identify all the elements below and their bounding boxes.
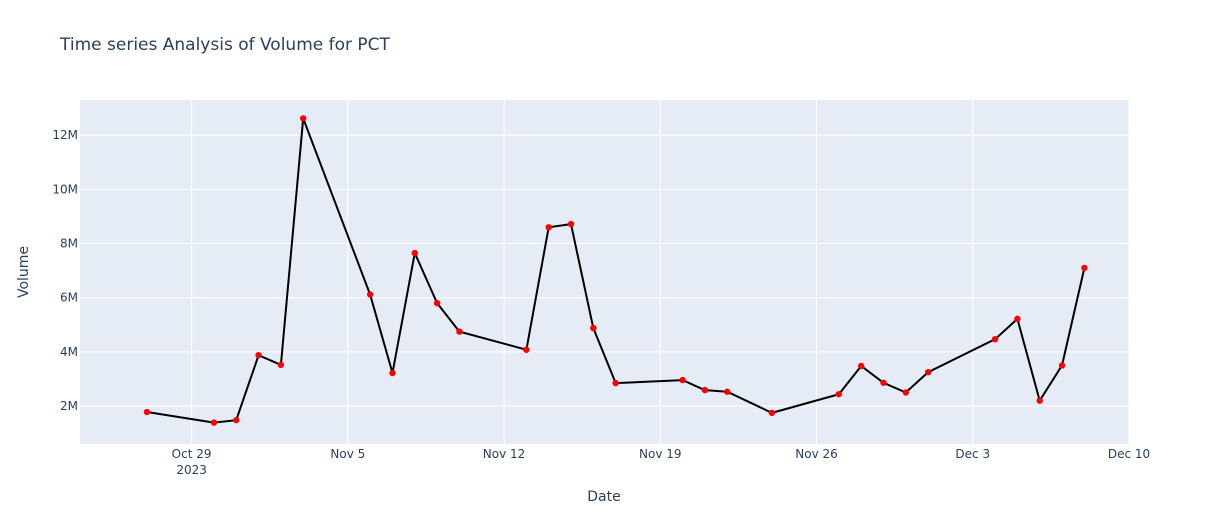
data-point[interactable] <box>701 386 709 394</box>
data-point[interactable] <box>612 379 619 387</box>
data-point[interactable] <box>924 369 932 376</box>
x-tick-label: Nov 5 <box>330 447 365 461</box>
data-point[interactable] <box>590 324 597 332</box>
x-tick-label: Dec 10 <box>1108 447 1150 461</box>
plot-area <box>80 100 1129 444</box>
x-tick-label: Dec 3 <box>955 447 990 461</box>
x-tick-label: Nov 26 <box>795 447 838 461</box>
data-point[interactable] <box>835 390 843 398</box>
data-point[interactable] <box>724 388 731 395</box>
volume-line <box>146 118 1086 424</box>
grid-lines <box>80 100 1130 444</box>
data-point[interactable] <box>277 361 285 369</box>
data-point[interactable] <box>299 115 307 122</box>
data-point[interactable] <box>210 419 218 426</box>
y-tick-label: 2M <box>60 399 78 413</box>
data-point[interactable] <box>523 346 530 353</box>
data-point[interactable] <box>857 362 865 370</box>
y-axis-ticks: 2M 4M 6M 8M 10M 12M <box>52 128 78 413</box>
y-axis-title: Volume <box>16 246 32 298</box>
data-point[interactable] <box>902 389 910 396</box>
y-tick-label: 8M <box>60 237 78 251</box>
data-point[interactable] <box>143 408 151 416</box>
y-tick-label: 10M <box>52 182 78 196</box>
x-axis-ticks: Oct 29 2023 Nov 5 Nov 12 Nov 19 Nov 26 Dec 3 De… <box>172 447 1150 477</box>
data-point[interactable] <box>679 376 686 384</box>
data-point[interactable] <box>456 328 463 335</box>
x-tick-year-label: 2023 <box>176 463 207 477</box>
data-point[interactable] <box>1081 264 1088 272</box>
data-point[interactable] <box>991 335 999 343</box>
data-point[interactable] <box>567 220 575 228</box>
chart-title: Time series Analysis of Volume for PCT <box>59 35 391 55</box>
x-tick-label: Oct 29 <box>172 447 212 461</box>
x-axis-title: Date <box>587 489 620 505</box>
data-point[interactable] <box>389 369 396 377</box>
data-point[interactable] <box>255 351 262 359</box>
y-tick-label: 4M <box>60 345 78 359</box>
data-point[interactable] <box>1014 315 1021 323</box>
y-tick-label: 12M <box>52 128 78 142</box>
x-tick-label: Nov 19 <box>639 447 682 461</box>
y-tick-label: 6M <box>60 291 78 305</box>
data-point[interactable] <box>1058 362 1066 369</box>
data-point[interactable] <box>1036 397 1043 404</box>
data-point[interactable] <box>233 416 240 424</box>
data-point[interactable] <box>545 224 552 231</box>
data-point[interactable] <box>768 409 776 417</box>
x-tick-label: Nov 12 <box>483 447 526 461</box>
volume-markers <box>143 115 1088 426</box>
data-point[interactable] <box>411 249 418 257</box>
data-point[interactable] <box>433 299 441 307</box>
data-point[interactable] <box>366 291 374 298</box>
data-point[interactable] <box>880 379 887 386</box>
